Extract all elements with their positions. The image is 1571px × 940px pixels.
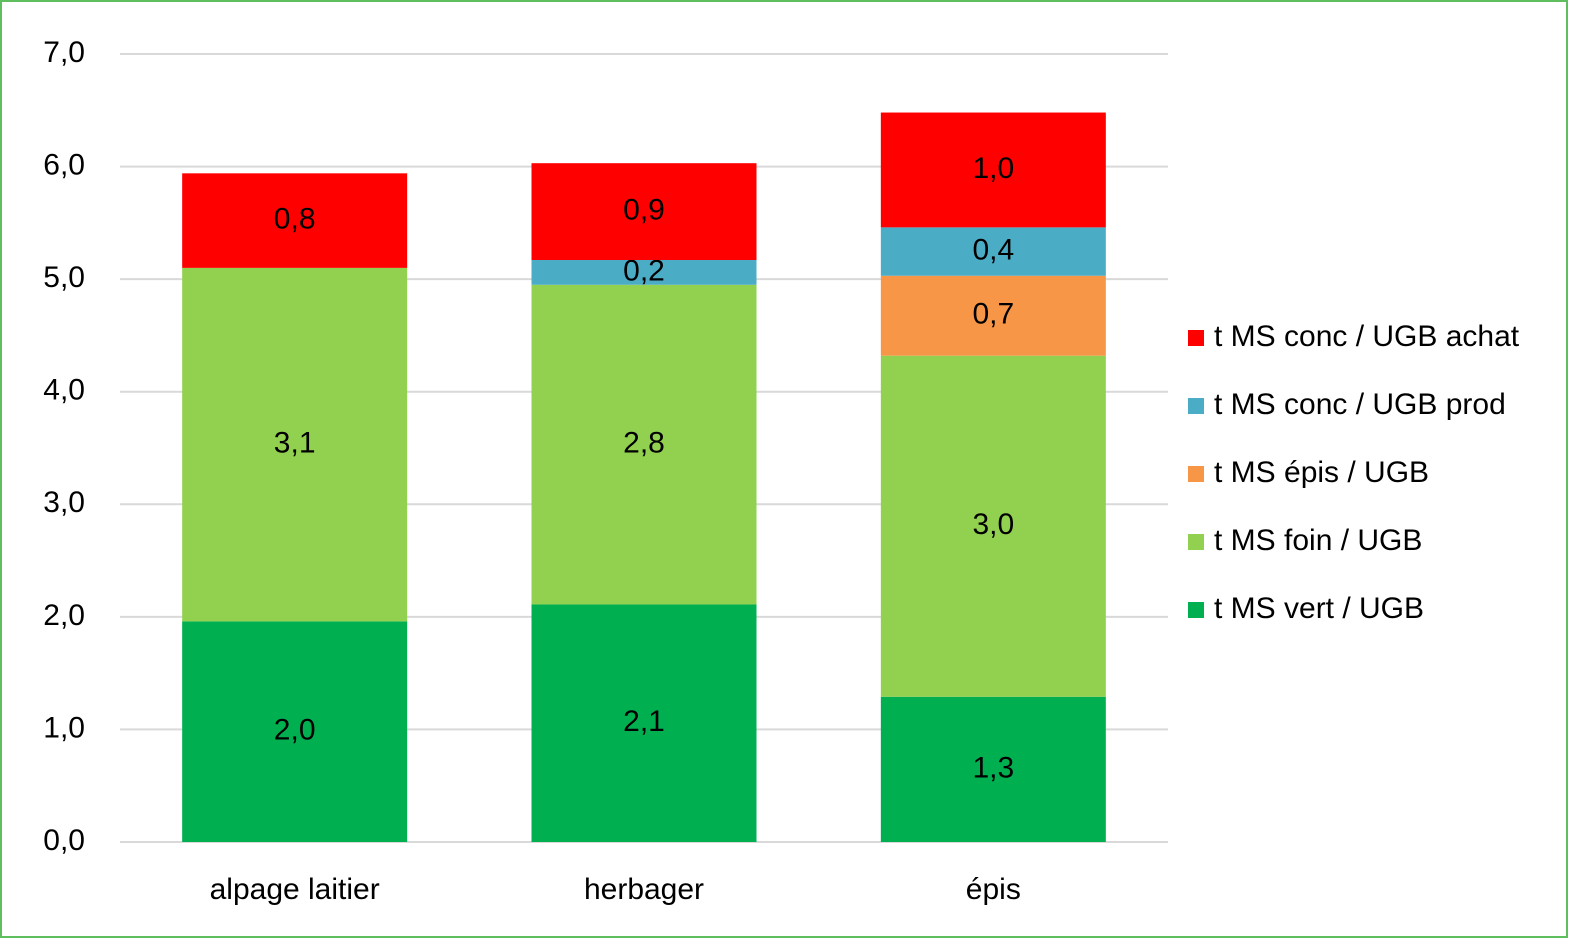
bar-segment [182,621,408,842]
legend-swatch [1188,466,1204,482]
bar-segment [531,163,757,261]
y-tick-label: 0,0 [43,824,85,857]
bar-segment [531,284,757,605]
legend-swatch [1188,330,1204,346]
data-label: 1,3 [972,751,1014,784]
x-tick-label: alpage laitier [210,873,380,906]
legend-label: t MS épis / UGB [1214,456,1429,489]
data-label: 3,0 [972,508,1014,541]
legend-swatch [1188,398,1204,414]
bar-segment [531,260,757,285]
y-tick-label: 1,0 [43,711,85,744]
x-tick-label: herbager [584,873,704,906]
data-label: 0,4 [972,233,1014,266]
bar-segment [531,604,757,842]
bar-segment [880,227,1106,276]
bar-segment [880,696,1106,842]
y-tick-label: 3,0 [43,486,85,519]
data-label: 2,1 [623,705,665,738]
data-label: 2,0 [274,714,316,747]
legend-label: t MS vert / UGB [1214,592,1424,625]
data-label: 0,8 [274,203,316,236]
data-label: 0,9 [623,194,665,227]
data-label: 0,7 [972,298,1014,331]
y-tick-label: 2,0 [43,599,85,632]
legend-swatch [1188,602,1204,618]
bar-segment [182,173,408,268]
data-label: 3,1 [274,427,316,460]
bar-segment [880,112,1106,228]
legend-label: t MS conc / UGB achat [1214,320,1520,353]
y-tick-label: 6,0 [43,148,85,181]
legend-label: t MS conc / UGB prod [1214,388,1506,421]
bar-segment [880,275,1106,356]
y-tick-label: 5,0 [43,261,85,294]
bar-segment [182,267,408,622]
x-tick-label: épis [966,873,1021,906]
legend-swatch [1188,534,1204,550]
y-tick-label: 4,0 [43,374,85,407]
data-label: 2,8 [623,427,665,460]
bar-segment [880,355,1106,697]
y-tick-label: 7,0 [43,36,85,69]
legend-label: t MS foin / UGB [1214,524,1422,557]
data-label: 1,0 [972,152,1014,185]
